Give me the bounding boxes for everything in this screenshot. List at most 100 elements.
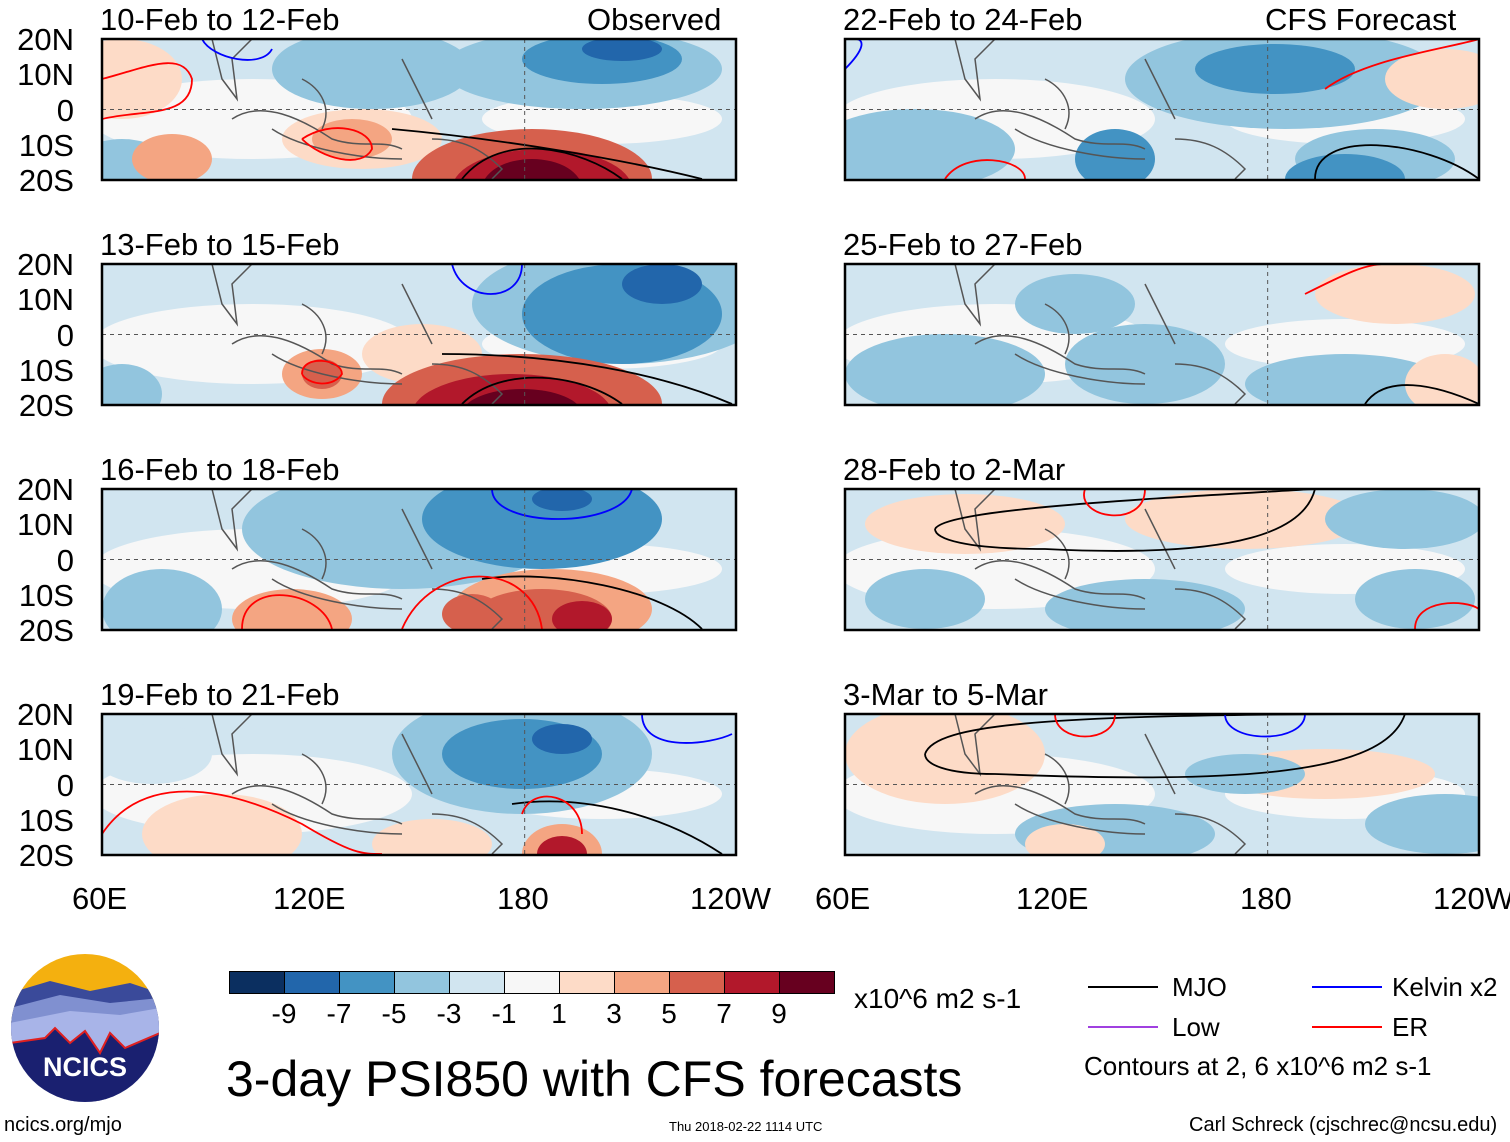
panel-frame [100, 487, 738, 632]
y-tick-label: 20N [17, 472, 74, 507]
y-tick-label: 10N [17, 732, 74, 768]
panel-title: 19-Feb to 21-Feb [100, 677, 340, 712]
y-tick-label: 20N [17, 22, 74, 57]
map-panel [843, 262, 1481, 407]
contour-note: Contours at 2, 6 x10^6 m2 s-1 [1084, 1051, 1432, 1081]
field-contour [1045, 579, 1245, 630]
colorbar-swatch [779, 971, 835, 994]
wave-contour [491, 489, 633, 520]
map-panel [100, 712, 738, 857]
y-tick-label: 0 [56, 92, 74, 128]
colorbar-label: -5 [381, 998, 407, 1029]
footer-timestamp: Thu 2018-02-22 1114 UTC [669, 1119, 823, 1134]
wave-contour [391, 128, 703, 180]
colorbar-label: -3 [436, 998, 462, 1029]
wave-contour [924, 714, 1406, 779]
y-tick-label: 10N [17, 282, 74, 318]
legend-label: ER [1392, 1012, 1429, 1042]
y-tick-label: 0 [56, 542, 74, 578]
panel-title: 22-Feb to 24-Feb [843, 2, 1083, 37]
wave-contour [461, 147, 623, 180]
field-contour [1405, 354, 1479, 405]
panel-title: 3-Mar to 5-Mar [843, 677, 1048, 712]
wave-contour [301, 127, 373, 161]
field-contour [102, 39, 182, 119]
coastline [211, 714, 504, 855]
field-contour [582, 39, 662, 61]
field-contour [422, 489, 662, 569]
field-contour [442, 594, 502, 630]
colorbar-swatch [559, 971, 615, 994]
y-tick-label: 20S [18, 163, 74, 198]
colorbar-label: 1 [551, 998, 567, 1029]
x-tick-label: 120W [1433, 881, 1510, 916]
colorbar-swatch [449, 971, 505, 994]
panel-frame [100, 262, 738, 407]
field-contour [1195, 44, 1355, 94]
coastline [954, 39, 1247, 180]
colorbar-label: 9 [771, 998, 787, 1029]
y-tick-label: 20N [17, 697, 74, 732]
field-contour [1315, 264, 1475, 324]
map-panel [100, 37, 738, 182]
y-tick-label: 10S [18, 577, 74, 613]
field-contour [552, 601, 612, 630]
colorbar-swatch [669, 971, 725, 994]
y-tick-label: 0 [56, 767, 74, 803]
field-contour [272, 39, 472, 109]
field-contour [1355, 569, 1475, 629]
figure-title: 3-day PSI850 with CFS forecasts [226, 1051, 963, 1107]
field-contour [1125, 489, 1365, 549]
legend-swatch-mjo [1088, 986, 1158, 988]
wave-contour [481, 575, 703, 630]
field-contour [484, 159, 580, 180]
legend-label: MJO [1172, 972, 1227, 1002]
y-tick-label: 20S [18, 613, 74, 648]
coastline [211, 39, 504, 180]
panel-title: 13-Feb to 15-Feb [100, 227, 340, 262]
field-contour [102, 724, 212, 784]
legend-label: Kelvin x2 [1392, 972, 1498, 1002]
colorbar-label: 5 [661, 998, 677, 1029]
y-tick-label: 20N [17, 247, 74, 282]
wave-contour [1314, 144, 1479, 180]
colorbar-swatch [504, 971, 560, 994]
footer-url[interactable]: ncics.org/mjo [4, 1114, 122, 1136]
wave-contour [1414, 602, 1479, 630]
field-contour [102, 569, 222, 630]
field-contour [1065, 324, 1225, 404]
map-panel [843, 487, 1481, 632]
field-contour [622, 264, 702, 304]
field-contour [1075, 129, 1155, 180]
colorbar-label: -9 [271, 998, 297, 1029]
wave-contour [1054, 714, 1116, 738]
field-contour [1385, 49, 1479, 109]
x-tick-label: 60E [72, 881, 128, 916]
wave-contour [401, 575, 543, 630]
y-tick-label: 20S [18, 388, 74, 423]
panel-frame [100, 37, 738, 182]
wave-contour [441, 353, 733, 405]
wave-contour [641, 714, 733, 744]
wave-contour [461, 376, 623, 405]
colorbar-swatch [394, 971, 450, 994]
wave-contour [102, 62, 193, 120]
x-tick-label: 180 [1240, 881, 1292, 916]
field-contour [845, 714, 1045, 804]
coastline [954, 264, 1247, 405]
map-panel [843, 712, 1481, 857]
y-tick-label: 0 [56, 317, 74, 353]
column-header-observed: Observed [587, 2, 722, 37]
map-panel [100, 262, 738, 407]
field-contour [1025, 824, 1105, 855]
colorbar-label: -7 [326, 998, 352, 1029]
field-contour [1245, 354, 1445, 405]
wave-contour [1083, 489, 1146, 517]
field-contour [372, 819, 492, 855]
field-contour [1365, 794, 1479, 854]
panel-frame [843, 37, 1481, 182]
field-contour [1325, 489, 1479, 549]
colorbar-units: x10^6 m2 s-1 [854, 983, 1022, 1014]
field-contour [142, 794, 302, 855]
field-contour [102, 364, 162, 405]
